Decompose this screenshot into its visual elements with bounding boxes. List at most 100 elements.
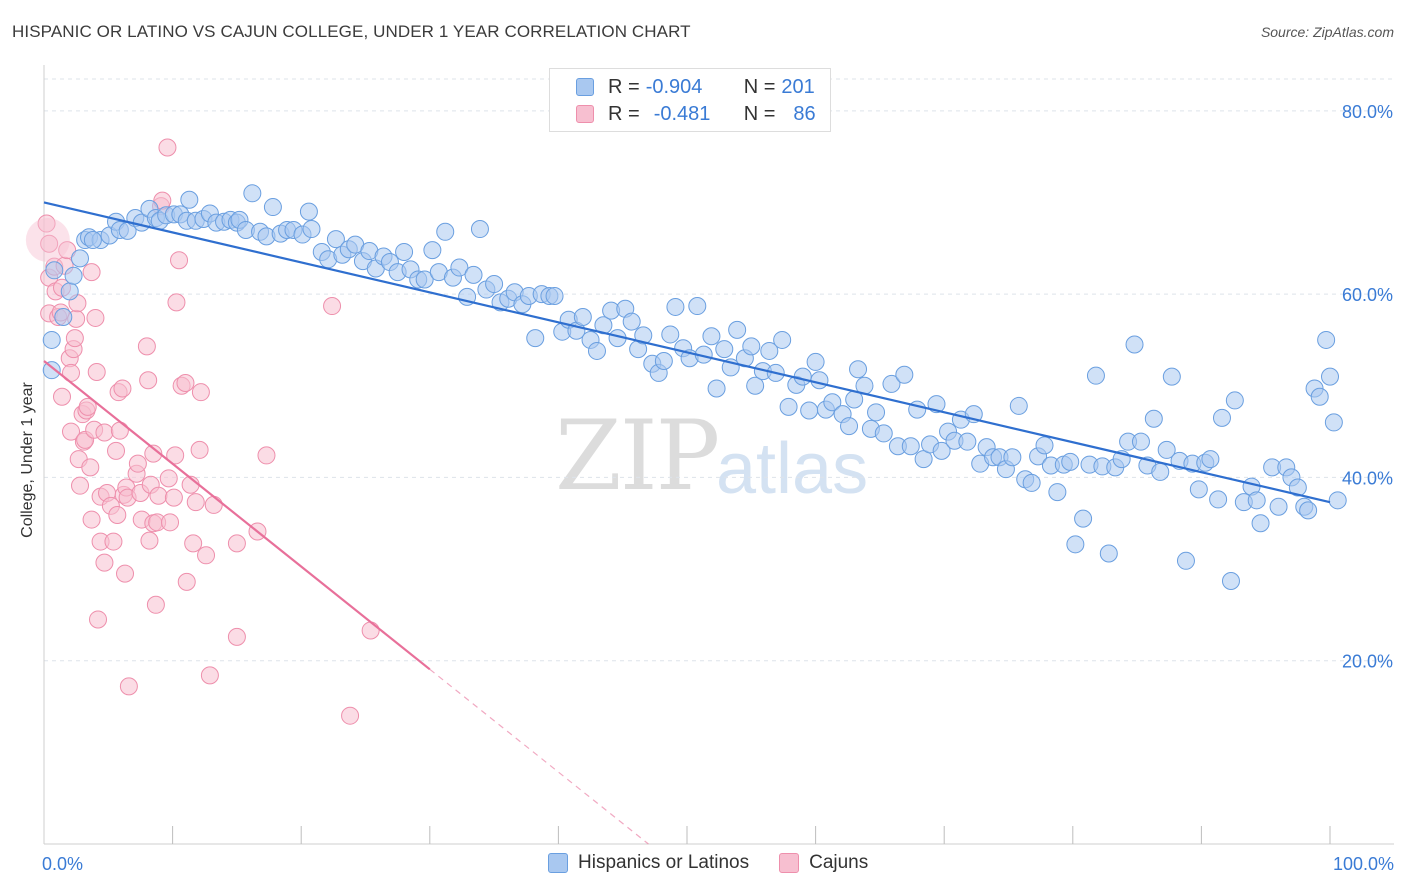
legend-swatch-blue <box>576 78 594 96</box>
cajuns-point <box>323 297 342 316</box>
chart-title: HISPANIC OR LATINO VS CAJUN COLLEGE, UND… <box>12 22 691 41</box>
hispanics-point <box>823 393 842 412</box>
hispanics-point <box>958 432 977 451</box>
watermark-atlas: atlas <box>716 429 869 509</box>
hispanics-point <box>243 184 262 203</box>
hispanics-point <box>1022 473 1041 492</box>
hispanics-point <box>1099 544 1118 563</box>
hispanics-point <box>810 371 829 390</box>
hispanics-point <box>773 330 792 349</box>
cajuns-point <box>78 397 97 416</box>
hispanics-point <box>1189 480 1208 499</box>
hispanics-point <box>263 198 282 217</box>
hispanics-point <box>1061 452 1080 471</box>
hispanics-point <box>302 220 321 239</box>
hispanics-point <box>526 329 545 348</box>
hispanics-point <box>779 397 798 416</box>
hispanics-point <box>849 360 868 379</box>
hispanics-point <box>587 341 606 360</box>
x-tick-labels: 0.0% 100.0% <box>42 854 1394 874</box>
cajuns-point <box>87 363 106 382</box>
cajuns-point <box>146 595 165 614</box>
cajuns-point <box>53 387 72 406</box>
cajuns-point <box>119 677 138 696</box>
hispanics-point <box>545 286 564 305</box>
hispanics-point <box>901 437 920 456</box>
hispanics-point <box>464 265 483 284</box>
cajuns-point <box>62 422 81 441</box>
hispanics-point <box>470 220 489 239</box>
legend-n-value: 86 <box>793 102 816 125</box>
cajuns-point <box>104 532 123 551</box>
hispanics-point <box>840 417 859 436</box>
hispanics-point <box>715 340 734 359</box>
y-tick-label: 40.0% <box>1342 468 1393 488</box>
watermark-zip: ZIP <box>555 400 720 512</box>
cajuns-point-cluster <box>25 218 70 263</box>
hispanics-point <box>1009 396 1028 415</box>
hispanics-point <box>1003 448 1022 467</box>
cajuns-point <box>107 441 126 460</box>
hispanics-point <box>1144 409 1163 428</box>
hispanics-point <box>746 376 765 395</box>
cajuns-trend-line <box>43 360 431 671</box>
cajuns-point <box>82 510 101 529</box>
cajuns-point <box>176 374 195 393</box>
legend-row-cajuns: R = -0.481 N = 86 <box>550 100 816 128</box>
cajuns-point <box>186 493 205 512</box>
x-tick-label: 0.0% <box>42 854 83 874</box>
legend-r-label: R = <box>608 102 640 125</box>
legend-r-value: -0.481 <box>653 102 711 125</box>
hispanics-point <box>742 337 761 356</box>
hispanics-point <box>728 320 747 339</box>
cajuns-point <box>137 337 156 356</box>
legend-n-value: 201 <box>781 75 815 98</box>
cajuns-point <box>170 251 189 270</box>
hispanics-point <box>1317 330 1336 349</box>
hispanics-point <box>867 403 886 422</box>
hispanics-point <box>1321 367 1339 386</box>
cajuns-point <box>191 383 210 402</box>
cajuns-point <box>65 329 84 348</box>
hispanics-point <box>1131 432 1150 451</box>
y-tick-label: 80.0% <box>1342 102 1393 122</box>
legend-swatch-cajuns <box>779 853 800 873</box>
legend-n-label: N = <box>743 75 776 98</box>
hispanics-point <box>1176 551 1195 570</box>
hispanics-point <box>661 325 680 344</box>
hispanics-point <box>485 275 504 294</box>
hispanics-point <box>326 230 345 249</box>
cajuns-point <box>144 444 163 463</box>
hispanics-point <box>1251 514 1270 533</box>
hispanics-point <box>1035 436 1054 455</box>
legend-r-value: -0.904 <box>645 75 703 98</box>
hispanics-point <box>1157 440 1176 459</box>
hispanics-point <box>895 365 914 384</box>
cajuns-point <box>341 706 360 725</box>
hispanics-point <box>1086 366 1105 385</box>
cajuns-trend-extension <box>429 668 649 845</box>
legend-swatch-pink <box>576 105 594 123</box>
hispanics-point <box>42 361 61 380</box>
hispanics-point <box>450 258 469 277</box>
cajuns-point <box>89 610 108 629</box>
cajuns-point <box>37 214 56 233</box>
cajuns-point <box>361 621 380 640</box>
hispanics-point <box>793 367 812 386</box>
cajuns-point <box>95 553 114 572</box>
hispanics-point <box>1066 535 1085 554</box>
cajuns-point <box>164 488 183 507</box>
hispanics-point <box>1048 483 1067 502</box>
hispanics-point <box>1225 391 1244 410</box>
cajuns-point <box>128 454 147 473</box>
legend-n-label: N = <box>743 102 776 125</box>
hispanics-point <box>83 231 102 250</box>
hispanics-point <box>64 266 83 285</box>
cajuns-point <box>95 423 114 442</box>
y-tick-label: 60.0% <box>1342 285 1393 305</box>
hispanics-point <box>688 297 707 316</box>
cajuns-point <box>140 531 159 550</box>
cajuns-point <box>177 572 196 591</box>
legend-label-hispanics: Hispanics or Latinos <box>578 852 750 873</box>
